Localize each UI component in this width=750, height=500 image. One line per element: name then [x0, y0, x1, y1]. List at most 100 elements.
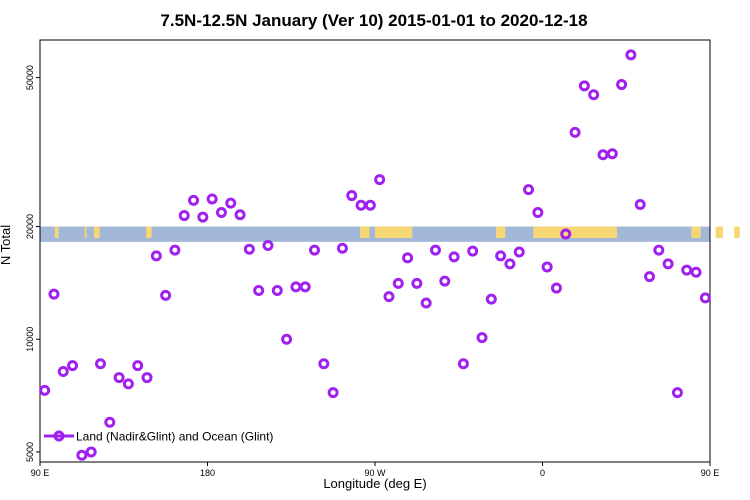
data-point [625, 49, 637, 61]
data-point [215, 207, 227, 219]
data-point [48, 288, 60, 300]
data-point [681, 264, 693, 276]
x-tick-label: 90 E [701, 468, 720, 478]
land-patch [93, 226, 100, 239]
chart-title: 7.5N-12.5N January (Ver 10) 2015-01-01 t… [160, 11, 587, 30]
land-patch [734, 226, 740, 239]
land-patch [54, 226, 59, 239]
data-point [457, 358, 469, 370]
data-point [504, 258, 516, 270]
plot-area-frame [39, 39, 711, 463]
x-tick-label: 90 E [31, 468, 50, 478]
y-tick-label: 50000 [25, 65, 35, 90]
data-point [392, 277, 404, 289]
data-point [355, 199, 367, 211]
data-point [39, 384, 51, 396]
land-patch [715, 226, 724, 239]
y-tick-label: 5000 [25, 442, 35, 462]
y-tick-label: 20000 [25, 214, 35, 239]
data-point [662, 258, 674, 270]
data-point [94, 358, 106, 370]
data-point [606, 148, 618, 160]
data-point [364, 199, 376, 211]
data-point [699, 292, 711, 304]
data-point [234, 209, 246, 221]
data-point [67, 360, 79, 372]
data-point [327, 387, 339, 399]
data-point [318, 358, 330, 370]
data-point [411, 277, 423, 289]
data-point [225, 197, 237, 209]
land-patch [375, 226, 413, 239]
data-point [262, 239, 274, 251]
data-point [271, 284, 283, 296]
data-point [281, 333, 293, 345]
data-point [616, 79, 628, 91]
x-tick-label: 90 W [364, 468, 386, 478]
y-axis-ticks: 5000 10000 20000 50000 [25, 65, 40, 462]
data-point [541, 261, 553, 273]
data-point [346, 190, 358, 202]
data-point [374, 174, 386, 186]
x-tick-label: 0 [540, 468, 545, 478]
data-point [197, 211, 209, 223]
data-point [588, 89, 600, 101]
data-points [39, 49, 711, 461]
data-point [299, 281, 311, 293]
data-point [653, 244, 665, 256]
x-tick-label: 180 [200, 468, 215, 478]
data-point [690, 266, 702, 278]
legend-marker [53, 430, 65, 442]
data-point [206, 193, 218, 205]
data-point [141, 372, 153, 384]
legend-label: Land (Nadir&Glint) and Ocean (Glint) [76, 430, 273, 444]
data-point [634, 199, 646, 211]
land-patch [691, 226, 701, 239]
data-point [513, 246, 525, 258]
x-axis-label: Longitude (deg E) [323, 476, 426, 491]
data-point [495, 250, 507, 262]
data-point [439, 275, 451, 287]
data-point [523, 184, 535, 196]
data-point [188, 194, 200, 206]
land-patch [360, 226, 370, 239]
data-point [76, 449, 88, 461]
data-point [402, 252, 414, 264]
data-point [485, 293, 497, 305]
data-point [560, 228, 572, 240]
data-point [104, 416, 116, 428]
data-point [597, 149, 609, 161]
data-point [122, 378, 134, 390]
land-patch [495, 226, 506, 239]
data-point [467, 245, 479, 257]
data-point [448, 251, 460, 263]
data-point [578, 80, 590, 92]
data-point [113, 372, 125, 384]
data-point [178, 210, 190, 222]
data-point [85, 446, 97, 458]
data-point [336, 242, 348, 254]
data-point [532, 207, 544, 219]
data-point [290, 281, 302, 293]
data-point [169, 244, 181, 256]
data-point [253, 284, 265, 296]
data-point [476, 332, 488, 344]
y-tick-label: 10000 [25, 327, 35, 352]
land-patch [84, 226, 87, 239]
data-point [160, 289, 172, 301]
data-point [383, 291, 395, 303]
land-ocean-band [40, 226, 740, 242]
data-point [569, 126, 581, 138]
data-point [243, 243, 255, 255]
data-point [671, 387, 683, 399]
data-point [550, 282, 562, 294]
data-point [420, 297, 432, 309]
data-point [132, 360, 144, 372]
data-point [57, 366, 69, 378]
land-patch [533, 226, 617, 239]
x-axis-ticks: 90 E 180 90 W 0 90 E [31, 462, 720, 478]
data-point [309, 244, 321, 256]
y-axis-label: N Total [0, 225, 13, 265]
land-patch [146, 226, 152, 239]
